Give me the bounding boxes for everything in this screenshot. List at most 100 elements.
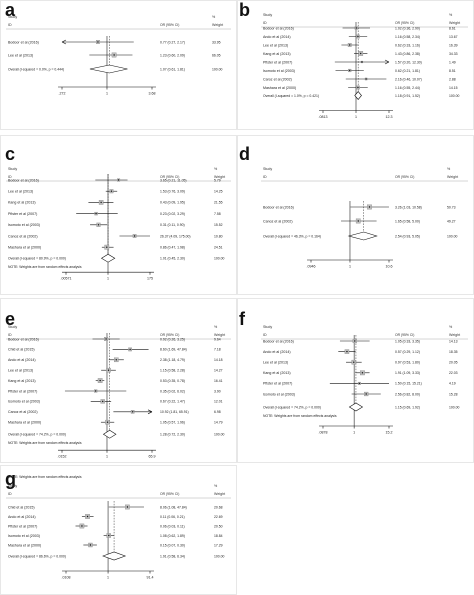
- or-ci-text-b: 1.02 (0.36, 2.90): [395, 26, 420, 30]
- weight-text-g: 18.84: [214, 534, 223, 538]
- study-label-e: Mashara et al (2000): [8, 421, 41, 425]
- weight-text-b: 13.67: [449, 35, 458, 39]
- point-estimate-d: [368, 206, 371, 208]
- header-weight-g: Weight: [214, 492, 225, 496]
- x-tick-label-d: 1: [349, 265, 351, 269]
- point-estimate-e: [131, 411, 134, 413]
- point-estimate-e: [95, 390, 97, 392]
- or-ci-text-e: 0.92 (0.26, 3.25): [160, 337, 185, 341]
- weight-text-b: 16.39: [449, 43, 458, 47]
- x-tick-label-b: 12.3: [386, 115, 393, 119]
- study-label-a: Lee et al (2013): [8, 53, 33, 57]
- or-ci-text-g: 1.08 (0.62, 1.89): [160, 534, 185, 538]
- or-ci-text-g: 0.11 (0.06, 0.21): [160, 515, 185, 519]
- header-study-e: Study: [8, 325, 17, 329]
- or-ci-text-a: 0.77 (0.27, 2.17): [160, 40, 185, 44]
- weight-text-g: 20.68: [214, 505, 223, 509]
- weight-text-c: 24.51: [214, 246, 223, 250]
- or-ci-text-e: 10.92 (1.81, 65.91): [160, 410, 189, 414]
- weight-text-c: 14.25: [214, 190, 223, 194]
- weight-text-b: 34.33: [449, 52, 458, 56]
- forest-panel-d: d Study ID OR (95% CI)% Weight Bodoor et al …: [237, 135, 474, 295]
- x-tick-label-c: .00571: [61, 277, 72, 281]
- or-ci-text-f: 1.50 (0.15, 15.21): [395, 382, 422, 386]
- or-ci-text-d: 1.65 (0.58, 5.00): [395, 219, 420, 223]
- weight-text-e: 12.01: [214, 400, 223, 404]
- header-study-a: Study: [8, 15, 17, 19]
- forest-panel-a: a Study ID OR (95% CI)% Weight Bodoor et al …: [0, 0, 237, 130]
- weight-text-f: 18.35: [449, 350, 458, 354]
- or-ci-text-f: 2.56 (0.82, 8.00): [395, 392, 420, 396]
- or-ci-text-b: 2.16 (0.46, 10.07): [395, 77, 422, 81]
- study-label-c: Bodoor et al (2016): [8, 178, 39, 182]
- or-ci-text-f: 0.57 (0.29, 1.12): [395, 350, 420, 354]
- point-estimate-e: [115, 359, 118, 361]
- forest-plot-b-svg: Study ID OR (95% CI)% Weight Bodoor et al (2…: [237, 0, 474, 130]
- forest-plot-g-svg: Study ID OR (95% CI)% Weight Chid et al (201…: [0, 465, 237, 595]
- header-pct-a: %: [212, 15, 216, 19]
- panel-letter-d: d: [239, 144, 250, 164]
- panel-e-frame: [0, 298, 237, 463]
- study-label-b: Pfister et al (2007): [263, 60, 292, 64]
- or-ci-text-g: 0.15 (0.07, 0.30): [160, 543, 185, 547]
- or-ci-text-d: 3.26 (1.03, 10.58): [395, 205, 422, 209]
- forest-panel-b: b Study ID OR (95% CI)% Weight Bodoor et al …: [237, 0, 474, 130]
- weight-text-c: 21.55: [214, 201, 223, 205]
- study-label-b: Kang et al (2013): [263, 52, 291, 56]
- study-label-c: Kang et al (2013): [8, 201, 36, 205]
- header-study-g: Study: [8, 484, 17, 488]
- overall-ci-text-f: 1.15 (0.69, 1.92): [395, 405, 420, 409]
- study-label-c: Mashara et al (2000): [8, 246, 41, 250]
- study-label-f: Isomoto et al (2003): [263, 392, 295, 396]
- overall-label-f: Overall (I-squared = 74.2%, p = 0.000): [263, 405, 321, 409]
- or-ci-text-b: 1.57 (0.20, 12.30): [395, 60, 422, 64]
- point-estimate-a: [113, 54, 115, 56]
- forest-plot-f-svg: Study ID OR (95% CI)% Weight Bodoor et al (2…: [237, 298, 474, 463]
- point-estimate-c: [117, 179, 120, 181]
- x-tick-label-g: .0108: [62, 576, 71, 580]
- study-label-c: Pfister et al (2007): [8, 212, 37, 216]
- study-label-b: Lee et al (2013): [263, 43, 288, 47]
- panel-letter-b: b: [239, 0, 250, 20]
- header-weight-e: Weight: [214, 333, 225, 337]
- or-ci-text-b: 1.16 (0.58, 2.34): [395, 35, 420, 39]
- panel-b-frame: [237, 0, 474, 130]
- point-estimate-b: [349, 69, 351, 72]
- x-tick-label-e: 65.9: [149, 455, 156, 459]
- study-label-e: Lee et al (2013): [8, 369, 33, 373]
- note-text-g: NOTE: Weights are from random effects an…: [8, 475, 82, 479]
- weight-text-f: 20.05: [449, 361, 458, 365]
- header-study-d: Study: [263, 167, 272, 171]
- point-estimate-c: [110, 190, 113, 192]
- header-pct-f: %: [449, 325, 453, 329]
- x-tick-label-e: .0152: [58, 455, 67, 459]
- study-label-b: Ando et al (2014): [263, 35, 291, 39]
- study-label-g: Isomoto et al (2003): [8, 534, 40, 538]
- point-estimate-e: [129, 348, 131, 351]
- point-estimate-g: [81, 525, 83, 527]
- point-estimate-c: [100, 201, 102, 204]
- point-estimate-e: [106, 421, 109, 423]
- study-label-g: Pfister et al (2007): [8, 524, 37, 528]
- or-ci-text-f: 1.91 (1.09, 3.33): [395, 371, 420, 375]
- overall-label-a: Overall (I-squared = 0.0%, p = 0.444): [8, 67, 64, 71]
- forest-plot-a-svg: Study ID OR (95% CI)% Weight Bodoor et al (2…: [0, 0, 237, 130]
- or-ci-text-b: 0.62 (0.33, 1.16): [395, 43, 420, 47]
- study-label-f: Ando et al (2014): [263, 350, 291, 354]
- weight-text-f: 14.13: [449, 339, 458, 343]
- weight-text-e: 14.27: [214, 369, 223, 373]
- point-estimate-g: [86, 515, 89, 518]
- panel-f-frame: [237, 298, 474, 463]
- x-tick-label-a: 3.68: [149, 92, 156, 96]
- overall-label-g: Overall (I-squared = 86.6%, p = 0.000): [8, 554, 66, 558]
- weight-text-f: 15.28: [449, 392, 458, 396]
- point-estimate-f: [361, 372, 364, 374]
- point-estimate-e: [99, 379, 101, 382]
- weight-text-g: 17.29: [214, 543, 223, 547]
- or-ci-text-g: 8.06 (1.08, 47.84): [160, 505, 187, 509]
- or-ci-text-c: 0.31 (0.11, 0.90): [160, 223, 185, 227]
- point-estimate-b: [360, 52, 362, 55]
- header-id-d: ID: [263, 175, 267, 179]
- header-id-b: ID: [263, 21, 267, 25]
- weight-text-c: 7.58: [214, 212, 221, 216]
